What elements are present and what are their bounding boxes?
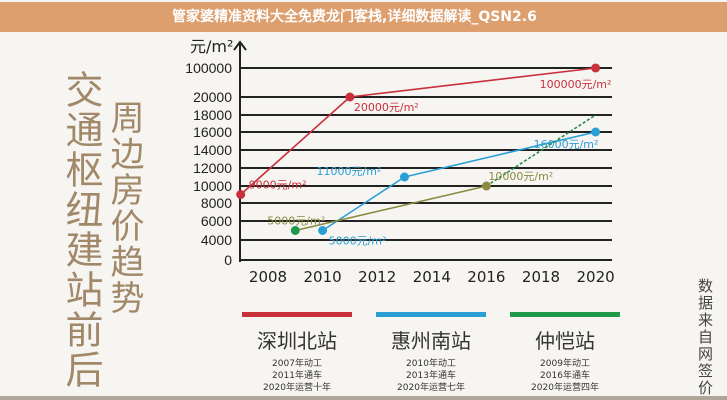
x-tick-label: 2014 xyxy=(413,268,451,286)
y-tick-label: 4000 xyxy=(201,232,232,248)
legend-item: 深圳北站 2007年动工 2011年通车 2020年运营十年 xyxy=(242,312,352,394)
y-tick-label: 6000 xyxy=(201,213,232,229)
legend-timeline-text: 2010年动工 xyxy=(406,359,456,369)
x-tick-label: 2008 xyxy=(249,268,287,286)
x-tick-label: 2012 xyxy=(358,268,396,286)
y-tick-label: 16000 xyxy=(193,124,232,140)
legend-item: 仲恺站 2009年动工 2016年通车 2020年运营四年 xyxy=(510,312,620,394)
legend-timeline-text: 2011年通车 xyxy=(272,371,322,381)
legend-item: 惠州南站 2010年动工 2013年通车 2020年运营七年 xyxy=(376,312,486,394)
data-label: 11000元/m² xyxy=(317,165,382,178)
y-tick-label: 100000 xyxy=(185,60,232,76)
series-line-segment xyxy=(349,67,596,98)
series-line-segment xyxy=(240,96,351,196)
x-tick-label: 2020 xyxy=(577,268,615,286)
legend-station-name: 惠州南站 xyxy=(391,329,471,353)
data-label: 9000元/m² xyxy=(249,179,307,192)
data-point xyxy=(290,226,300,235)
data-point xyxy=(236,190,246,199)
overlay-banner: 管家婆精准资料大全免费龙门客栈,详细数据解读_QSN2.6 xyxy=(0,2,727,32)
series-line-segment xyxy=(295,185,487,232)
y-axis-label: 元/m² xyxy=(190,37,233,56)
legend-station-name: 仲恺站 xyxy=(535,329,595,353)
data-label: 16000元/m² xyxy=(534,138,599,151)
data-label: 5000元/m² xyxy=(329,235,387,248)
legend-color-bar xyxy=(510,312,620,317)
data-point xyxy=(345,92,355,102)
x-tick-label: 2016 xyxy=(467,268,505,286)
side-subtitle: 周边房价趋势 xyxy=(104,100,144,316)
y-axis-arrow-icon xyxy=(233,40,247,51)
data-label: 20000元/m² xyxy=(354,101,419,114)
x-tick-label: 2010 xyxy=(304,268,342,286)
y-tick-label: 12000 xyxy=(193,160,232,176)
source-note: 数据来自网签价 xyxy=(696,278,714,397)
data-point xyxy=(591,127,601,137)
legend-timeline-text: 2007年动工 xyxy=(272,359,322,369)
y-tick-label: 14000 xyxy=(193,142,232,158)
data-label: 100000元/m² xyxy=(540,78,612,91)
y-tick-label: 20000 xyxy=(193,89,232,105)
legend-timeline-text: 2020年运营七年 xyxy=(397,383,465,393)
data-point xyxy=(591,63,601,73)
series-line-segment xyxy=(485,114,597,187)
data-label: 10000元/m² xyxy=(488,170,553,183)
legend-color-bar xyxy=(376,312,486,317)
data-point xyxy=(481,181,491,191)
side-title: 交通枢纽建站前后 xyxy=(59,70,103,390)
data-label: 5000元/m² xyxy=(267,215,325,228)
data-point xyxy=(400,172,409,182)
legend-color-bar xyxy=(242,312,352,317)
y-tick-label: 18000 xyxy=(193,107,232,123)
legend-station-name: 深圳北站 xyxy=(257,329,337,353)
legend-timeline-text: 2013年通车 xyxy=(406,371,456,381)
data-point xyxy=(318,226,328,235)
legend-timeline-text: 2020年运营四年 xyxy=(531,383,599,393)
bottom-divider xyxy=(0,396,727,400)
series-line-segment xyxy=(404,131,596,178)
x-tick-label: 2018 xyxy=(522,268,560,286)
y-tick-label: 10000 xyxy=(193,178,232,194)
y-tick-label: 8000 xyxy=(201,195,232,211)
legend-timeline-text: 2020年运营十年 xyxy=(263,383,331,393)
legend-timeline-text: 2016年通车 xyxy=(540,371,590,381)
y-tick-label: 0 xyxy=(224,252,232,268)
legend-timeline-text: 2009年动工 xyxy=(540,359,590,369)
